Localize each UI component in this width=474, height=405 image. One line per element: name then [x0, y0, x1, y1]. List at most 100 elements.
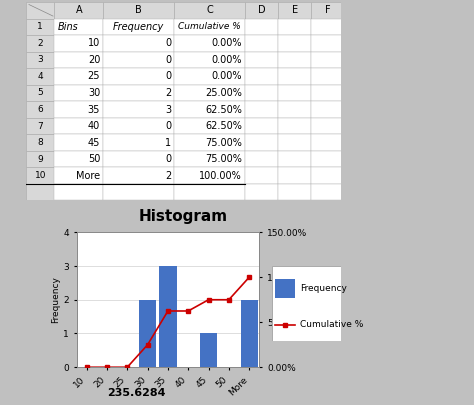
Bar: [245, 151, 278, 167]
Text: D: D: [258, 5, 265, 15]
Text: 6: 6: [37, 105, 43, 114]
Bar: [311, 2, 345, 19]
Text: Bins: Bins: [58, 22, 78, 32]
Bar: [55, 134, 103, 151]
Bar: [174, 85, 245, 101]
Bar: [55, 35, 103, 51]
Bar: [103, 184, 174, 200]
Text: 1: 1: [165, 138, 171, 147]
Bar: [55, 19, 103, 35]
Bar: [55, 184, 103, 200]
Text: 25.00%: 25.00%: [205, 88, 242, 98]
Text: 5: 5: [37, 88, 43, 98]
Bar: [311, 101, 345, 118]
Text: 75.00%: 75.00%: [205, 138, 242, 147]
Bar: [311, 85, 345, 101]
Bar: [245, 2, 278, 19]
Bar: [245, 134, 278, 151]
Bar: [159, 266, 176, 367]
Bar: [174, 134, 245, 151]
Bar: [26, 167, 55, 184]
Bar: [245, 167, 278, 184]
Bar: [311, 151, 345, 167]
Bar: [278, 2, 311, 19]
Bar: [26, 68, 55, 85]
Bar: [174, 2, 245, 19]
Text: 0: 0: [165, 154, 171, 164]
Text: Cumulative %: Cumulative %: [178, 22, 241, 31]
Bar: [174, 68, 245, 85]
Text: 2: 2: [165, 88, 171, 98]
Text: 3: 3: [37, 55, 43, 64]
Bar: [278, 51, 311, 68]
Bar: [311, 68, 345, 85]
Text: 8: 8: [37, 138, 43, 147]
Text: 9: 9: [37, 155, 43, 164]
Bar: [245, 118, 278, 134]
Text: More: More: [76, 171, 100, 181]
Bar: [26, 85, 55, 101]
Text: 0.00%: 0.00%: [211, 71, 242, 81]
Bar: [55, 118, 103, 134]
Text: 40: 40: [88, 121, 100, 131]
Bar: [103, 85, 174, 101]
Bar: [278, 184, 311, 200]
Text: 50: 50: [88, 154, 100, 164]
Bar: [174, 184, 245, 200]
Bar: [26, 151, 55, 167]
Bar: [103, 2, 174, 19]
Bar: [311, 167, 345, 184]
Bar: [26, 19, 55, 35]
Text: 0: 0: [165, 55, 171, 65]
Bar: [245, 19, 278, 35]
Bar: [278, 35, 311, 51]
Bar: [26, 101, 55, 118]
Bar: [26, 35, 55, 51]
Text: 62.50%: 62.50%: [205, 104, 242, 115]
Text: Cumulative %: Cumulative %: [300, 320, 363, 329]
Bar: [245, 85, 278, 101]
Bar: [174, 19, 245, 35]
Bar: [26, 184, 55, 200]
Text: 2: 2: [37, 39, 43, 48]
Text: 2: 2: [165, 171, 171, 181]
Text: 4: 4: [37, 72, 43, 81]
Bar: [26, 51, 55, 68]
Bar: [245, 184, 278, 200]
Bar: [103, 19, 174, 35]
Text: Frequency: Frequency: [300, 284, 346, 293]
Bar: [55, 167, 103, 184]
Y-axis label: Frequency: Frequency: [51, 276, 60, 323]
Text: 10: 10: [35, 171, 46, 180]
Text: 7: 7: [37, 122, 43, 130]
Text: 10: 10: [88, 38, 100, 48]
Bar: [278, 19, 311, 35]
Bar: [139, 300, 156, 367]
Bar: [278, 118, 311, 134]
Bar: [200, 333, 217, 367]
Text: 3: 3: [165, 104, 171, 115]
Bar: [103, 167, 174, 184]
Bar: [278, 134, 311, 151]
Text: 35: 35: [88, 104, 100, 115]
Bar: [278, 101, 311, 118]
Text: 1: 1: [37, 22, 43, 31]
Bar: [103, 68, 174, 85]
Bar: [55, 85, 103, 101]
Text: 0: 0: [165, 38, 171, 48]
Bar: [174, 167, 245, 184]
Bar: [275, 279, 295, 298]
Bar: [26, 118, 55, 134]
Bar: [103, 151, 174, 167]
Bar: [174, 151, 245, 167]
Text: 0: 0: [165, 121, 171, 131]
Text: 20: 20: [88, 55, 100, 65]
Bar: [278, 167, 311, 184]
Text: 0: 0: [165, 71, 171, 81]
Bar: [174, 51, 245, 68]
Bar: [278, 85, 311, 101]
Bar: [245, 51, 278, 68]
Bar: [55, 151, 103, 167]
Text: 30: 30: [88, 88, 100, 98]
Bar: [311, 51, 345, 68]
